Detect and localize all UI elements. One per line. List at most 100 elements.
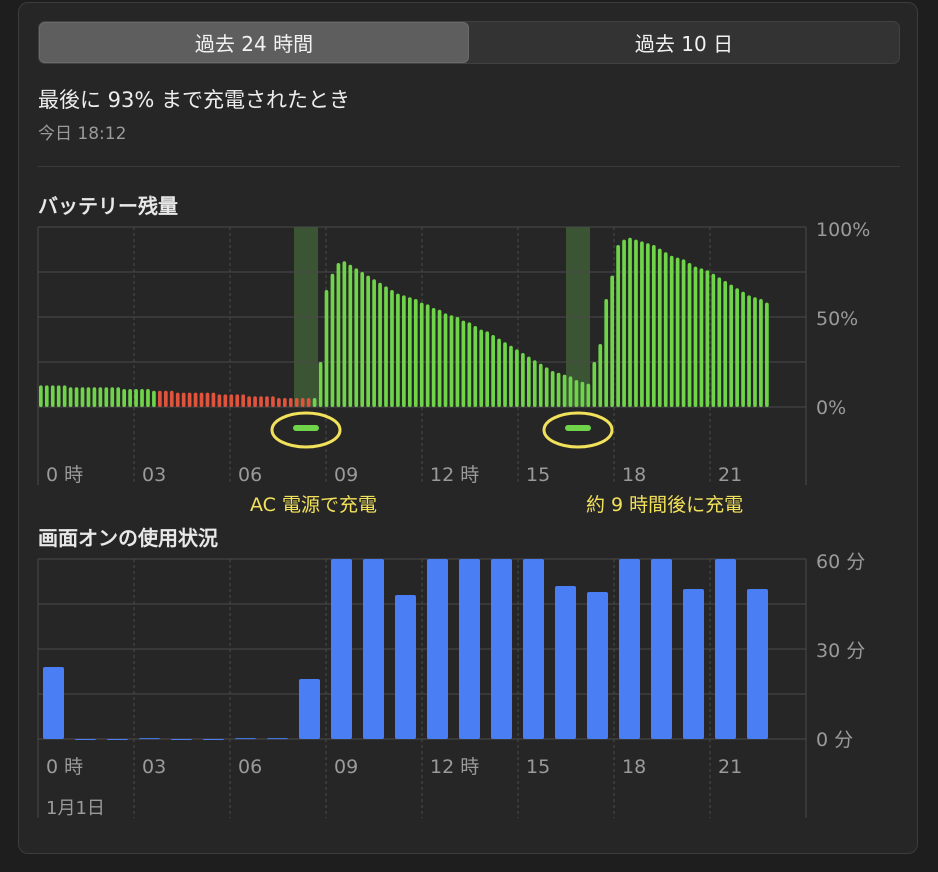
usage-bar (235, 738, 256, 740)
battery-bar (294, 398, 299, 407)
battery-bar (747, 295, 751, 407)
battery-bar (56, 385, 61, 407)
battery-bar (663, 252, 668, 407)
battery-bar (550, 371, 555, 407)
battery-bar (580, 381, 585, 407)
battery-bar (104, 387, 109, 407)
battery-bar (485, 331, 490, 407)
last-charge-title: 最後に 93% まで充電されたとき (38, 88, 351, 112)
battery-bar (562, 374, 567, 407)
usage-bar (139, 738, 160, 740)
battery-bar (604, 299, 609, 407)
battery-bar (598, 344, 603, 407)
battery-bar (628, 237, 632, 407)
x-tick-label: 18 (622, 464, 646, 486)
battery-bar (372, 279, 376, 407)
battery-bar (348, 264, 353, 407)
battery-bar (532, 360, 537, 407)
battery-bar (735, 288, 739, 407)
battery-bar (675, 257, 680, 407)
battery-bar (253, 396, 257, 407)
y-tick-label: 0% (816, 397, 846, 419)
battery-bar (390, 290, 394, 407)
battery-bar (158, 390, 162, 407)
battery-bar (669, 255, 674, 407)
battery-bar (396, 293, 400, 407)
x-tick-label: 06 (238, 756, 262, 778)
battery-bar (265, 396, 269, 407)
usage-bar (619, 559, 640, 739)
usage-bar (299, 679, 320, 739)
battery-bar (425, 304, 430, 407)
battery-bar (443, 313, 448, 407)
usage-bar (43, 667, 64, 739)
battery-bar (39, 385, 43, 407)
battery-bar (360, 272, 365, 407)
tab-last-10-days[interactable]: 過去 10 日 (634, 32, 734, 56)
usage-bar (331, 559, 352, 739)
usage-bar (363, 559, 384, 739)
time-range-tabs: 過去 24 時間 過去 10 日 (38, 21, 900, 64)
later-charge-annotation: 約 9 時間後に充電 (586, 494, 744, 516)
divider (38, 166, 900, 167)
battery-bar (455, 317, 460, 407)
battery-bar (342, 261, 347, 407)
battery-bar (62, 385, 67, 407)
battery-bar (50, 385, 55, 407)
battery-bar (741, 291, 745, 407)
battery-bar (681, 259, 686, 407)
battery-bar (98, 387, 103, 407)
y-tick-label: 60 分 (816, 551, 865, 573)
battery-bar (92, 387, 97, 407)
battery-level-title: バッテリー残量 (38, 194, 178, 218)
usage-bar (651, 559, 672, 739)
battery-bar (128, 389, 132, 407)
battery-bar (449, 315, 454, 407)
battery-bar (146, 389, 150, 407)
battery-bar (163, 390, 168, 407)
battery-bar (473, 326, 478, 407)
battery-bar (74, 387, 79, 407)
battery-bar (705, 270, 710, 407)
battery-bar (407, 297, 412, 407)
x-tick-label: 09 (334, 756, 358, 778)
usage-bar (555, 586, 576, 739)
battery-level-chart: 0 時 03 06 09 12 時 15 18 21 100% 50% 0% (37, 219, 870, 486)
battery-bar (402, 295, 406, 407)
x-tick-label: 09 (334, 464, 358, 486)
battery-bar (193, 392, 198, 407)
date-label: 1月1日 (46, 798, 105, 819)
usage-bar (683, 589, 704, 739)
tab-last-24-hours[interactable]: 過去 24 時間 (39, 22, 469, 63)
battery-bar (729, 284, 734, 407)
x-tick-label: 15 (526, 756, 550, 778)
usage-bar (267, 738, 288, 740)
battery-bar (122, 389, 127, 407)
battery-bar (479, 329, 484, 407)
battery-bar (634, 239, 638, 407)
highlight-circle (270, 411, 342, 449)
y-tick-label: 30 分 (816, 640, 865, 662)
battery-bar (461, 320, 466, 407)
battery-bar (527, 356, 531, 407)
battery-bar (175, 392, 180, 407)
y-tick-label: 50% (816, 308, 858, 330)
battery-bar (324, 290, 329, 407)
battery-bar (205, 392, 210, 407)
usage-bar (107, 739, 128, 740)
battery-bar (277, 398, 281, 407)
battery-bar (181, 392, 186, 407)
x-tick-label: 15 (526, 464, 550, 486)
battery-bar (640, 241, 644, 407)
battery-bar (44, 385, 49, 407)
battery-bar (211, 392, 216, 407)
battery-bar (300, 398, 305, 407)
battery-bar (419, 302, 424, 407)
battery-bar (491, 335, 495, 407)
battery-bar (152, 390, 156, 407)
battery-bar (110, 387, 115, 407)
x-tick-label: 06 (238, 464, 262, 486)
charging-indicator (565, 425, 591, 431)
battery-bar (241, 394, 246, 407)
